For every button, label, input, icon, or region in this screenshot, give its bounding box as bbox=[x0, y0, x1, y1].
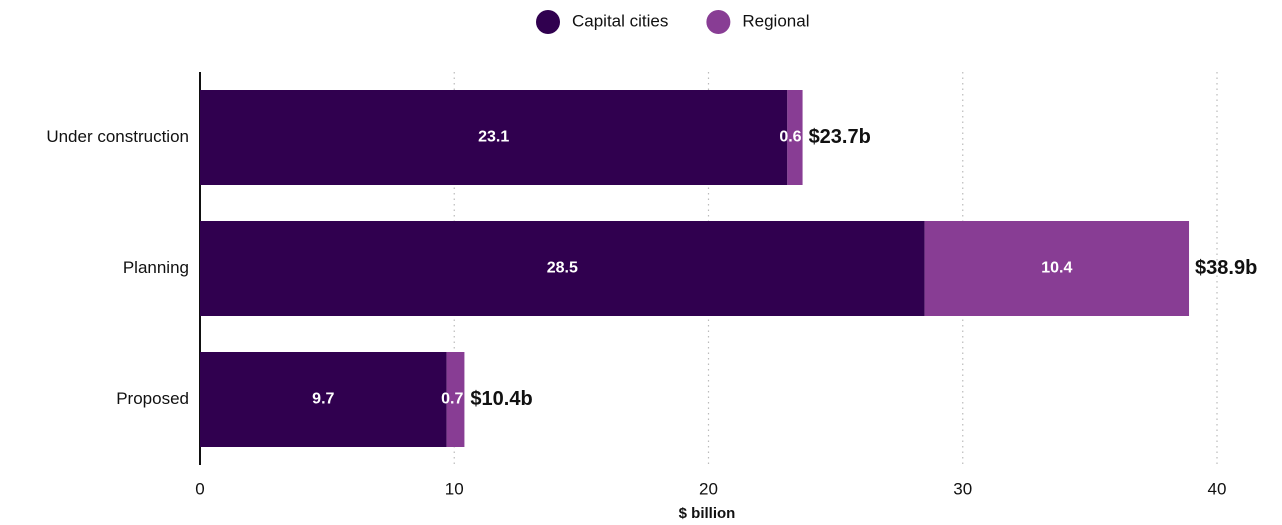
data-label: 9.7 bbox=[312, 391, 334, 408]
bar-segment bbox=[200, 352, 447, 447]
data-label: 0.6 bbox=[779, 129, 801, 146]
y-tick-label: Under construction bbox=[46, 127, 189, 146]
y-tick-label: Planning bbox=[123, 258, 189, 277]
x-tick-label: 40 bbox=[1208, 479, 1227, 498]
x-tick-label: 30 bbox=[953, 479, 972, 498]
bar-segment bbox=[446, 352, 465, 447]
x-axis-label: $ billion bbox=[679, 505, 736, 522]
x-tick-label: 0 bbox=[195, 479, 204, 498]
legend-label: Capital cities bbox=[572, 11, 668, 30]
data-label: 10.4 bbox=[1041, 260, 1072, 277]
total-label: $23.7b bbox=[809, 126, 871, 148]
x-tick-label: 20 bbox=[699, 479, 718, 498]
data-label: 0.7 bbox=[441, 391, 463, 408]
bar-segment bbox=[924, 221, 1190, 316]
total-label: $10.4b bbox=[470, 388, 532, 410]
bar-segment bbox=[787, 90, 803, 185]
legend-swatch bbox=[706, 10, 731, 34]
legend-swatch bbox=[536, 10, 560, 34]
y-tick-label: Proposed bbox=[116, 389, 189, 408]
data-label: 28.5 bbox=[547, 260, 578, 277]
data-label: 23.1 bbox=[478, 129, 509, 146]
legend-label: Regional bbox=[742, 11, 809, 30]
total-label: $38.9b bbox=[1195, 257, 1257, 279]
x-tick-label: 10 bbox=[445, 479, 464, 498]
bar-segment bbox=[200, 221, 925, 316]
bar-segment bbox=[200, 90, 788, 185]
